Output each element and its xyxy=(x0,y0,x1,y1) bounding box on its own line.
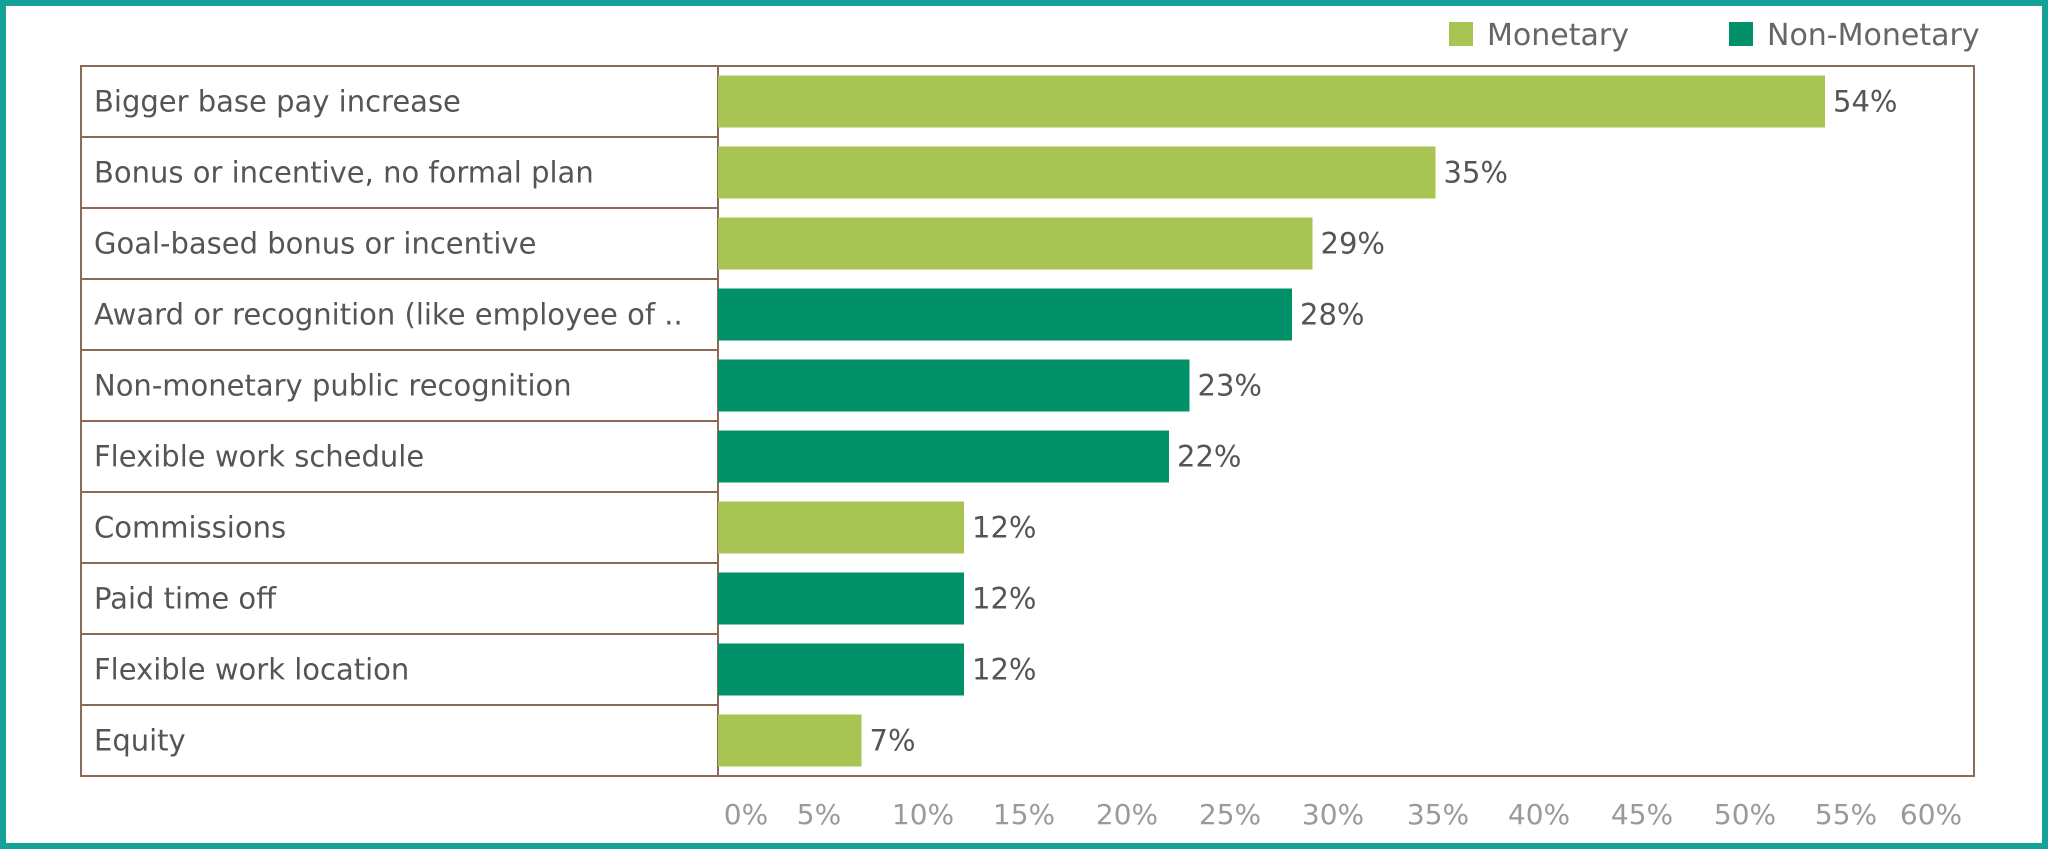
category-label: Flexible work location xyxy=(94,653,409,687)
x-tick-label: 20% xyxy=(1096,798,1158,831)
x-tick-label: 0% xyxy=(724,798,768,831)
x-tick-label: 15% xyxy=(993,798,1055,831)
bar[interactable] xyxy=(718,572,964,625)
category-label: Paid time off xyxy=(94,582,277,616)
x-tick-label: 25% xyxy=(1199,798,1261,831)
value-label: 35% xyxy=(1444,156,1508,190)
legend-swatch xyxy=(1729,22,1753,46)
x-tick-label: 10% xyxy=(892,798,954,831)
x-tick-label: 45% xyxy=(1611,798,1673,831)
value-label: 54% xyxy=(1833,85,1897,119)
category-label: Non-monetary public recognition xyxy=(94,369,572,403)
x-tick-label: 60% xyxy=(1900,798,1962,831)
category-label: Bigger base pay increase xyxy=(94,85,461,119)
category-label: Goal-based bonus or incentive xyxy=(94,227,536,261)
bar[interactable] xyxy=(718,501,964,554)
category-label: Equity xyxy=(94,724,186,758)
category-label: Award or recognition (like employee of .… xyxy=(94,298,683,332)
category-label: Flexible work schedule xyxy=(94,440,424,474)
category-label: Bonus or incentive, no formal plan xyxy=(94,156,594,190)
bar[interactable] xyxy=(718,359,1190,412)
value-label: 12% xyxy=(972,582,1036,616)
value-label: 12% xyxy=(972,511,1036,545)
value-label: 22% xyxy=(1177,440,1241,474)
x-tick-label: 55% xyxy=(1815,798,1877,831)
value-label: 29% xyxy=(1321,227,1385,261)
bar[interactable] xyxy=(718,75,1825,128)
value-label: 12% xyxy=(972,653,1036,687)
bar[interactable] xyxy=(718,643,964,696)
bar-chart: Bigger base pay increase 54% Bonus or ince… xyxy=(80,18,1980,831)
x-tick-label: 35% xyxy=(1407,798,1469,831)
value-label: 7% xyxy=(870,724,916,758)
value-label: 23% xyxy=(1198,369,1262,403)
legend-label: Monetary xyxy=(1487,18,1629,53)
bar[interactable] xyxy=(718,146,1436,199)
bar[interactable] xyxy=(718,288,1292,341)
x-tick-label: 5% xyxy=(797,798,841,831)
x-tick-label: 30% xyxy=(1302,798,1364,831)
legend-label: Non-Monetary xyxy=(1767,18,1980,53)
x-tick-label: 50% xyxy=(1714,798,1776,831)
bar[interactable] xyxy=(718,217,1313,270)
bar[interactable] xyxy=(718,430,1169,483)
value-label: 28% xyxy=(1300,298,1364,332)
bar[interactable] xyxy=(718,714,862,767)
legend-swatch xyxy=(1449,22,1473,46)
category-label: Commissions xyxy=(94,511,286,545)
x-tick-label: 40% xyxy=(1508,798,1570,831)
